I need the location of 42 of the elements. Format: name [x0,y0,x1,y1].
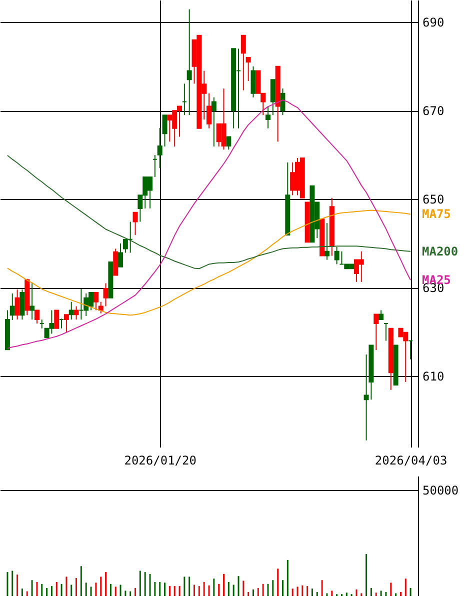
candlestick [270,79,276,116]
candlestick [118,242,124,268]
x-tick-label: 2026/01/20 [124,454,196,468]
candlestick [226,136,232,150]
candlestick [20,288,25,320]
candlestick [157,127,162,169]
y-tick-label: 670 [422,104,444,118]
candlestick [240,34,246,91]
candlestick [378,310,384,320]
candlestick [374,314,379,351]
y-tick-label: 690 [422,16,444,30]
candlestick [113,248,118,276]
candlestick [74,306,79,320]
candlestick [10,292,15,320]
candlestick [334,246,340,265]
candlestick [14,288,20,320]
line-series [6,210,412,316]
candlestick [64,314,69,333]
candlestick [211,96,216,147]
candlestick [280,88,286,116]
candlestick [246,57,251,82]
candlestick [30,282,35,320]
candlestick [68,301,74,320]
candlestick [122,238,128,254]
series-label: MA75 [422,207,451,222]
line-series [6,154,412,270]
candlestick [132,212,138,236]
y-tick-label: 50000 [422,483,459,498]
candlestick [162,114,168,147]
candlestick [324,222,330,260]
candlestick [250,66,256,98]
candlestick [54,310,60,329]
candlestick [93,292,98,311]
series-label: MA200 [422,244,458,258]
candlestick [186,8,192,116]
y-tick-label: 610 [422,370,444,384]
candlestick [265,106,270,129]
candlestick [206,92,212,129]
x-tick-label: 2026/04/03 [374,454,448,468]
candlestick [34,309,40,324]
candlestick [103,282,108,307]
y-tick-label: 650 [422,192,444,207]
